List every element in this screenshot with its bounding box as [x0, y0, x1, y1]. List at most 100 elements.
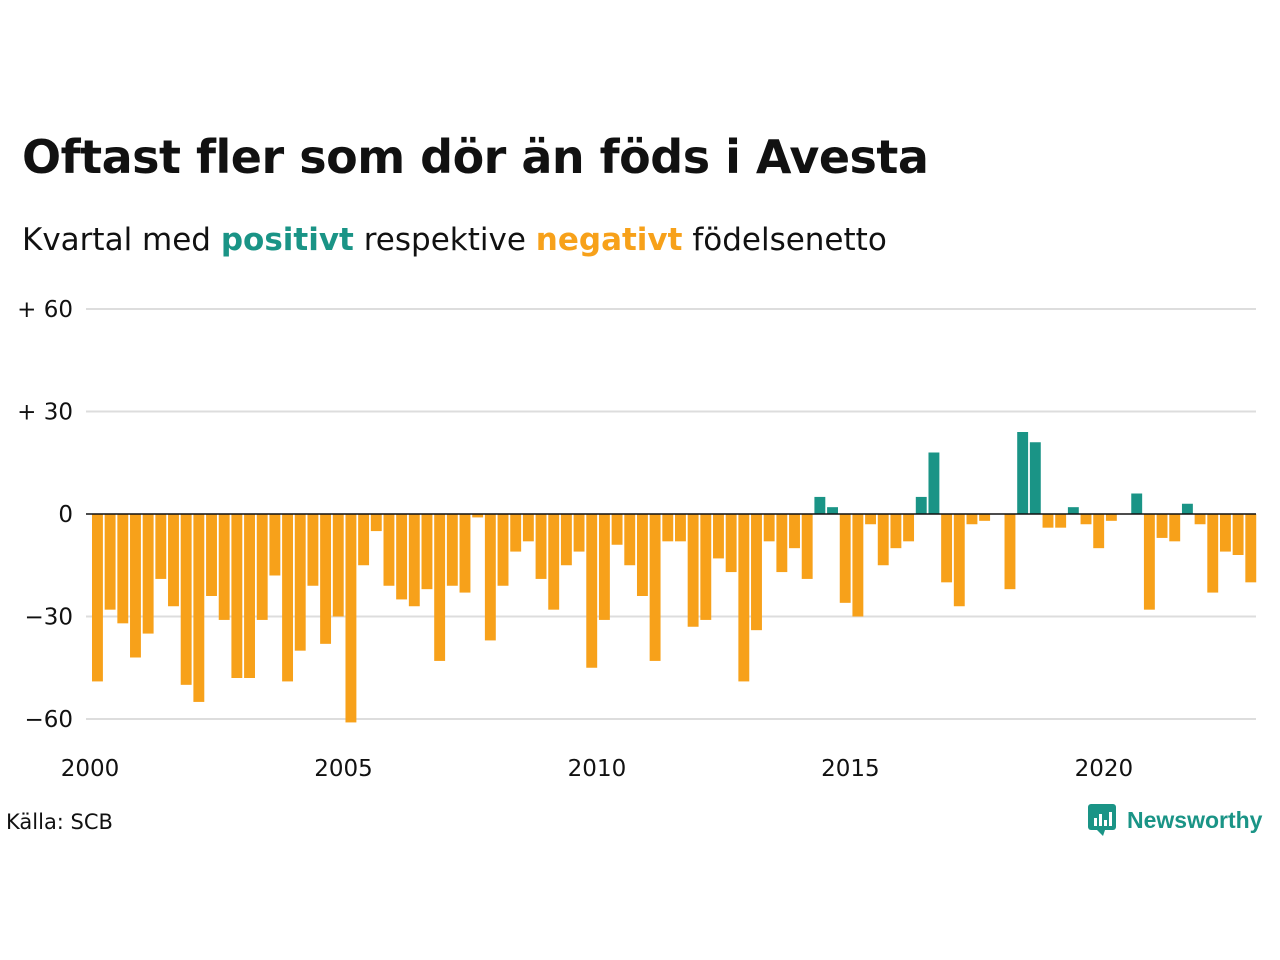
bar	[827, 507, 838, 514]
bar	[383, 514, 395, 586]
bar	[497, 514, 509, 586]
subtitle-negative-label: negativt	[535, 222, 683, 258]
bar	[130, 514, 141, 658]
bar	[611, 514, 623, 545]
bar	[472, 514, 484, 518]
grid-lines	[86, 308, 1256, 720]
bar	[865, 514, 877, 525]
bar-chart: + 60 + 30 0 −30 −60 2000 2005 2010 2015 2020	[17, 297, 1257, 782]
y-tick-label: + 30	[17, 400, 73, 426]
bar	[890, 514, 902, 549]
bar	[1232, 514, 1244, 555]
bar	[1169, 514, 1181, 542]
bar	[1105, 514, 1117, 521]
bar	[903, 514, 915, 542]
bar	[814, 496, 826, 514]
bar	[636, 514, 648, 596]
bar	[953, 514, 965, 607]
bar	[586, 514, 598, 668]
x-tick-label: 2010	[568, 756, 627, 782]
brand-name: Newsworthy	[1127, 806, 1263, 833]
bar	[1067, 507, 1079, 514]
bar	[776, 514, 788, 573]
bar	[675, 514, 686, 542]
bar	[738, 514, 750, 682]
bar	[700, 514, 712, 620]
bar	[1042, 514, 1054, 528]
bar	[789, 514, 800, 549]
bar	[92, 514, 103, 682]
bar	[725, 514, 737, 573]
source-note: Källa: SCB	[6, 810, 113, 834]
bar	[966, 514, 978, 525]
bar	[687, 514, 699, 627]
bar	[979, 514, 991, 521]
bar	[915, 496, 927, 514]
bar	[649, 514, 661, 661]
bar	[1093, 514, 1105, 549]
bar	[751, 514, 762, 631]
bar	[459, 514, 471, 593]
bar	[941, 514, 953, 583]
bar	[1207, 514, 1219, 593]
chart-subtitle: Kvartal med positivt respektive negativt…	[22, 222, 887, 258]
bar	[839, 514, 851, 603]
x-tick-label: 2020	[1075, 756, 1134, 782]
bar	[256, 514, 268, 620]
y-tick-label: −60	[24, 707, 73, 733]
bar	[522, 514, 534, 542]
newsworthy-logo-icon	[1088, 804, 1116, 836]
bar	[142, 514, 154, 634]
bar	[535, 514, 547, 579]
x-axis-ticks: 2000 2005 2010 2015 2020	[61, 756, 1133, 782]
bar	[446, 514, 458, 586]
bar	[548, 514, 560, 610]
subtitle-suffix: födelsenetto	[682, 222, 887, 258]
bar	[852, 514, 864, 617]
bar	[396, 514, 408, 600]
bar	[117, 514, 129, 624]
bar	[1055, 514, 1067, 528]
bar	[282, 514, 294, 682]
bar	[877, 514, 889, 566]
bar	[269, 514, 281, 576]
bar	[1004, 514, 1016, 590]
y-tick-label: 0	[58, 502, 73, 528]
bar	[763, 514, 775, 542]
bar	[662, 514, 674, 542]
bar	[168, 514, 179, 607]
bar	[104, 514, 116, 610]
bar	[332, 514, 344, 617]
bar	[307, 514, 319, 586]
newsworthy-logo: Newsworthy	[1087, 803, 1262, 837]
bar	[345, 514, 357, 723]
bar	[294, 514, 306, 651]
bar	[928, 452, 940, 514]
bar	[421, 514, 433, 590]
bar	[155, 514, 167, 579]
bar	[801, 514, 813, 579]
bar	[560, 514, 572, 566]
bar	[218, 514, 230, 620]
y-axis-ticks: + 60 + 30 0 −30 −60	[17, 297, 73, 733]
bar	[713, 514, 724, 559]
subtitle-prefix: Kvartal med	[22, 222, 221, 258]
bar	[408, 514, 420, 607]
bar	[434, 514, 446, 661]
bar	[206, 514, 217, 596]
bar	[1156, 514, 1168, 538]
bar	[244, 514, 255, 678]
bar	[320, 514, 332, 644]
bar	[193, 514, 205, 702]
subtitle-positive-label: positivt	[220, 222, 354, 258]
bar	[1017, 432, 1029, 514]
bar	[1029, 442, 1041, 514]
bar	[1194, 514, 1206, 525]
bar	[1143, 514, 1155, 610]
bar	[1245, 514, 1257, 583]
bar	[180, 514, 192, 685]
bar	[484, 514, 496, 641]
bar	[598, 514, 610, 620]
bars	[92, 432, 1257, 723]
bar	[1131, 493, 1143, 514]
